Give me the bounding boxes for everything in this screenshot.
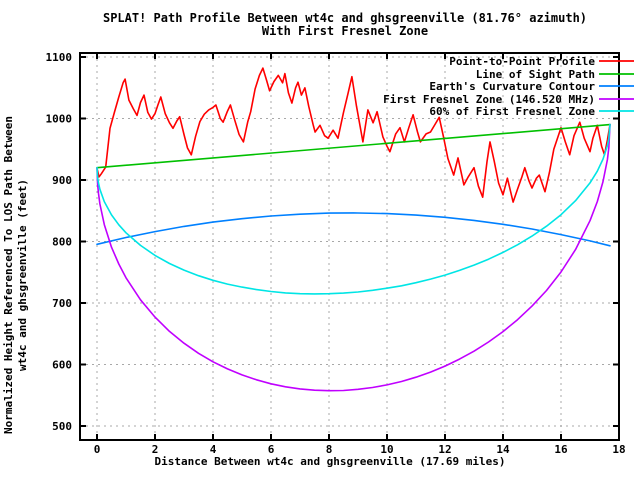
legend: Point-to-Point Profile Line of Sight Pat… [383,55,634,118]
series-line-earth-s-curvature-contour [96,212,611,247]
x-tick-label-14: 14 [496,443,510,456]
x-axis-label: Distance Between wt4c and ghsgreenville … [155,455,506,468]
series-line-line-of-sight-path [96,123,611,169]
x-tick-label-16: 16 [554,443,568,456]
legend-label-60pct-first-fresnel-zone: 60% of First Fresnel Zone [429,105,595,118]
plot-border [79,52,620,441]
y-tick-label-600: 600 [52,359,72,372]
y-axis-label-line1: Normalized Height Referenced To LOS Path… [2,116,15,434]
x-tick-label-0: 0 [94,443,101,456]
legend-label-first-fresnel-zone: First Fresnel Zone (146.520 MHz) [383,93,595,106]
legend-label-point-to-point-profile: Point-to-Point Profile [449,55,595,68]
series-line-point-to-point-profile [96,67,611,203]
series-line-60-of-first-fresnel-zone [96,123,611,295]
x-tick-label-6: 6 [268,443,275,456]
y-tick-label-500: 500 [52,420,72,433]
y-tick-label-700: 700 [52,297,72,310]
x-tick-label-10: 10 [380,443,393,456]
x-tick-label-4: 4 [210,443,217,456]
x-tick-label-2: 2 [152,443,159,456]
chart-subtitle: With First Fresnel Zone [262,24,428,38]
y-tick-label-1100: 1100 [46,51,73,64]
y-axis-label-line2: wt4c and ghsgreenville (feet) [16,179,29,371]
legend-row: 60% of First Fresnel Zone [429,105,634,118]
x-tick-label-12: 12 [438,443,451,456]
legend-row: First Fresnel Zone (146.520 MHz) [383,93,634,106]
chart-title: SPLAT! Path Profile Between wt4c and ghs… [103,11,587,25]
legend-label-earths-curvature-contour: Earth's Curvature Contour [429,80,595,93]
legend-label-line-of-sight-path: Line of Sight Path [476,68,595,81]
plot-area: 0 2 4 6 8 10 12 14 16 18 500 600 700 800 900 1000 1100 [46,51,626,456]
x-tick-label-8: 8 [326,443,333,456]
legend-row: Line of Sight Path [476,68,634,81]
y-tick-label-800: 800 [52,236,72,249]
y-tick-label-900: 900 [52,174,72,187]
legend-row: Point-to-Point Profile [449,55,634,68]
x-tick-label-18: 18 [612,443,625,456]
series-line-first-fresnel-zone-146-520-mhz [96,123,611,392]
legend-row: Earth's Curvature Contour [429,80,634,93]
y-tick-label-1000: 1000 [46,113,73,126]
